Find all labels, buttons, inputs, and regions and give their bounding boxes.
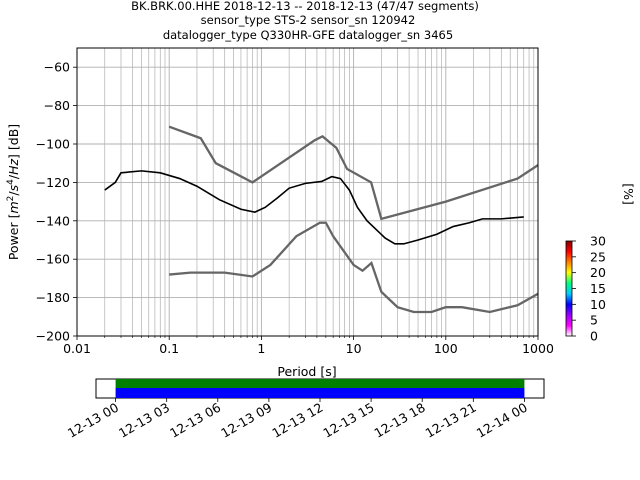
colorbar-tick-label: 0 bbox=[590, 329, 598, 344]
timeline-tick-label: 12-13 12 bbox=[269, 400, 325, 441]
psd-axes: 0.01 0.1 1 10 100 1000 −60 −80 −100 −120 −140 −160… bbox=[6, 47, 554, 379]
y-tick-label: −160 bbox=[36, 252, 70, 267]
y-axis-ticks: −60 −80 −100 −120 −140 −160 −180 −200 bbox=[36, 60, 77, 344]
timeline-tick-label: 12-13 18 bbox=[372, 400, 428, 441]
y-tick-label: −60 bbox=[44, 60, 70, 75]
timeline-tick-label: 12-13 15 bbox=[320, 400, 376, 441]
colorbar-tick-label: 10 bbox=[590, 297, 606, 312]
colorbar-label: [%] bbox=[621, 183, 636, 205]
chart-title-line-2: sensor_type STS-2 sensor_sn 120942 bbox=[201, 13, 416, 27]
mode-line bbox=[104, 170, 524, 245]
y-tick-label: −200 bbox=[36, 329, 70, 344]
y-tick-label: −100 bbox=[36, 137, 70, 152]
y-axis-label: Power [m2/s4/Hz] [dB] bbox=[6, 124, 21, 260]
grid-lines bbox=[76, 48, 538, 337]
colorbar-tick-label: 5 bbox=[590, 313, 598, 328]
colorbar-tick-label: 25 bbox=[590, 249, 606, 264]
x-tick-label: 0.01 bbox=[63, 341, 91, 356]
timeline-gaps-bar bbox=[115, 388, 525, 398]
colorbar-tick-label: 15 bbox=[590, 281, 606, 296]
colorbar-tick-label: 30 bbox=[590, 234, 606, 249]
timeline-tick-label: 12-13 09 bbox=[218, 400, 274, 441]
colorbar-gradient bbox=[565, 240, 573, 337]
x-tick-label: 0.1 bbox=[159, 341, 179, 356]
x-axis-label: Period [s] bbox=[277, 364, 336, 379]
timeline-tick-label: 12-13 06 bbox=[167, 400, 223, 441]
timeline-tick-label: 12-13 21 bbox=[423, 400, 479, 441]
y-tick-label: −80 bbox=[44, 98, 70, 113]
x-tick-label: 1000 bbox=[522, 341, 554, 356]
noise-models bbox=[104, 125, 538, 314]
timeline-tick-label: 12-14 00 bbox=[474, 400, 530, 441]
x-tick-label: 100 bbox=[434, 341, 458, 356]
timeline-coverage-bar bbox=[115, 379, 525, 388]
chart-title-line-1: BK.BRK.00.HHE 2018-12-13 -- 2018-12-13 (… bbox=[131, 0, 479, 13]
timeline-tick-label: 12-13 03 bbox=[116, 400, 172, 441]
x-tick-label: 10 bbox=[346, 341, 362, 356]
noise-model-high-line bbox=[168, 125, 538, 221]
colorbar-tick-label: 20 bbox=[590, 265, 606, 280]
plot-frame bbox=[76, 47, 539, 337]
y-tick-label: −180 bbox=[36, 290, 70, 305]
plot-area bbox=[77, 48, 538, 336]
x-tick-label: 1 bbox=[257, 341, 265, 356]
y-tick-label: −140 bbox=[36, 213, 70, 228]
y-tick-label: −120 bbox=[36, 175, 70, 190]
chart-title-line-3: datalogger_type Q330HR-GFE datalogger_sn… bbox=[163, 28, 453, 42]
x-axis-ticks: 0.01 0.1 1 10 100 1000 bbox=[63, 336, 554, 356]
noise-model-low-line bbox=[169, 221, 538, 314]
timeline-tick-label: 12-13 00 bbox=[65, 400, 121, 441]
